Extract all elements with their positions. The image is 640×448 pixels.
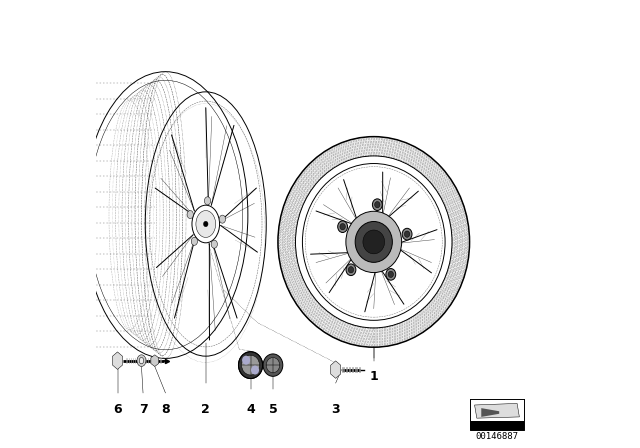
Text: 2: 2	[202, 403, 210, 416]
Text: 1: 1	[369, 370, 378, 383]
Ellipse shape	[251, 366, 259, 375]
Text: 4: 4	[246, 403, 255, 416]
Ellipse shape	[187, 211, 193, 219]
Ellipse shape	[372, 199, 382, 211]
Ellipse shape	[348, 267, 354, 273]
Text: 8: 8	[161, 403, 170, 416]
Ellipse shape	[355, 221, 392, 263]
Ellipse shape	[242, 356, 250, 365]
Ellipse shape	[338, 221, 348, 233]
Text: 7: 7	[139, 403, 147, 416]
Ellipse shape	[220, 215, 225, 223]
Ellipse shape	[204, 197, 211, 205]
Text: 5: 5	[269, 403, 277, 416]
Ellipse shape	[386, 268, 396, 280]
Ellipse shape	[388, 271, 394, 277]
Ellipse shape	[374, 202, 380, 208]
Polygon shape	[151, 355, 159, 366]
Polygon shape	[481, 408, 499, 417]
Ellipse shape	[239, 352, 262, 379]
Text: 00146887: 00146887	[476, 432, 518, 441]
Text: 3: 3	[332, 403, 340, 416]
Ellipse shape	[340, 224, 346, 230]
Text: 6: 6	[113, 403, 122, 416]
Ellipse shape	[266, 358, 280, 373]
Ellipse shape	[211, 240, 218, 248]
Ellipse shape	[140, 358, 144, 364]
Ellipse shape	[402, 228, 412, 240]
Ellipse shape	[191, 237, 198, 246]
Ellipse shape	[196, 211, 216, 237]
Ellipse shape	[263, 354, 283, 376]
Ellipse shape	[137, 355, 146, 366]
Polygon shape	[113, 352, 122, 369]
Ellipse shape	[204, 221, 208, 227]
Polygon shape	[331, 361, 340, 378]
Polygon shape	[474, 403, 519, 418]
Ellipse shape	[346, 264, 356, 276]
Ellipse shape	[404, 231, 410, 237]
Bar	[470, 421, 524, 430]
Ellipse shape	[241, 355, 260, 375]
Ellipse shape	[363, 230, 385, 254]
Ellipse shape	[346, 211, 402, 272]
